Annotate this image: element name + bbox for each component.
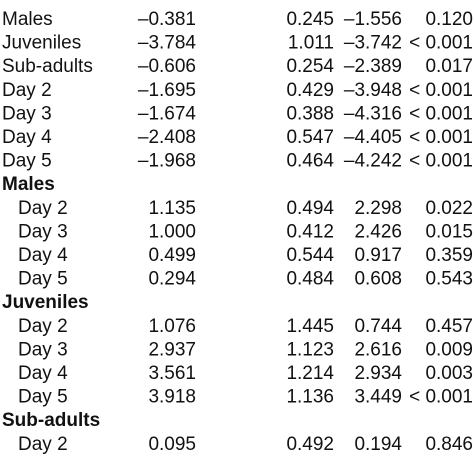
cell: 2.937: [148, 339, 196, 360]
cell: < 0.001: [409, 387, 473, 408]
row-label: Males: [2, 9, 53, 30]
cell: 3.449: [354, 387, 402, 408]
cell: –3.948: [344, 80, 402, 101]
cell: 2.616: [354, 339, 402, 360]
cell: 0.015: [425, 221, 473, 242]
cell: 0.846: [425, 434, 473, 455]
row-label: Day 5: [18, 387, 68, 408]
cell: 1.136: [286, 387, 334, 408]
cell: 0.359: [425, 245, 473, 266]
cell: –1.674: [138, 103, 197, 124]
cell: 3.561: [148, 363, 196, 384]
cell: 0.254: [286, 56, 334, 77]
cell: 1.000: [148, 221, 196, 242]
cell: 0.547: [286, 127, 334, 148]
cell: –2.408: [138, 127, 196, 148]
cell: 0.492: [286, 434, 334, 455]
row-label: Day 5: [2, 151, 52, 172]
cell: 0.544: [286, 245, 334, 266]
cell: 0.484: [286, 269, 334, 290]
cell: –1.968: [138, 151, 196, 172]
row-label: Day 3: [18, 221, 68, 242]
cell: < 0.001: [409, 103, 473, 124]
row-label: Day 2: [18, 198, 68, 219]
cell: 0.499: [148, 245, 196, 266]
row-label: Day 2: [2, 80, 52, 101]
cell: 0.009: [425, 339, 473, 360]
cell: 0.744: [354, 316, 402, 337]
cell: < 0.001: [409, 80, 473, 101]
row-label: Day 3: [18, 339, 68, 360]
cell: < 0.001: [409, 33, 473, 54]
cell: 0.003: [425, 363, 473, 384]
cell: 1.135: [148, 198, 196, 219]
cell: –3.784: [138, 33, 197, 54]
cell: 1.076: [148, 316, 196, 337]
cell: 2.426: [354, 221, 402, 242]
group-title: Males: [2, 174, 55, 195]
cell: 0.457: [425, 316, 473, 337]
row-label: Day 4: [18, 363, 68, 384]
cell: 2.298: [354, 198, 402, 219]
cell: –1.695: [138, 80, 196, 101]
group-title: Sub-adults: [2, 410, 100, 431]
row-label: Day 3: [2, 103, 52, 124]
cell: 1.214: [286, 363, 334, 384]
row-label: Day 2: [18, 434, 68, 455]
cell: –4.316: [344, 103, 402, 124]
cell: 0.429: [286, 80, 334, 101]
cell: –1.556: [344, 9, 402, 30]
cell: 0.917: [354, 245, 402, 266]
row-label: Day 4: [18, 245, 68, 266]
cell: –3.742: [344, 33, 402, 54]
cell: 0.022: [425, 198, 473, 219]
cell: 0.494: [286, 198, 334, 219]
cell: < 0.001: [409, 151, 473, 172]
cell: 0.245: [286, 9, 334, 30]
row-label: Juveniles: [2, 33, 81, 54]
cell: –2.389: [344, 56, 402, 77]
cell: 1.011: [288, 33, 334, 54]
row-label: Sub-adults: [2, 56, 93, 77]
cell: 0.095: [148, 434, 196, 455]
cell: 3.918: [148, 387, 196, 408]
cell: 2.934: [354, 363, 402, 384]
cell: 0.017: [425, 56, 473, 77]
cell: 0.120: [425, 9, 473, 30]
cell: 0.412: [286, 221, 334, 242]
cell: 1.445: [286, 316, 334, 337]
cell: 0.464: [286, 151, 334, 172]
row-label: Day 4: [2, 127, 52, 148]
row-label: Day 5: [18, 269, 68, 290]
cell: –4.405: [344, 127, 402, 148]
cell: 0.294: [148, 269, 196, 290]
cell: 1.123: [286, 339, 334, 360]
cell: –0.606: [138, 56, 196, 77]
cell: –4.242: [344, 151, 402, 172]
cell: 0.194: [354, 434, 402, 455]
cell: 0.608: [354, 269, 402, 290]
group-title: Juveniles: [2, 292, 89, 313]
row-label: Day 2: [18, 316, 68, 337]
cell: 0.388: [286, 103, 334, 124]
cell: < 0.001: [409, 127, 473, 148]
cell: –0.381: [138, 9, 196, 30]
cell: 0.543: [425, 269, 473, 290]
